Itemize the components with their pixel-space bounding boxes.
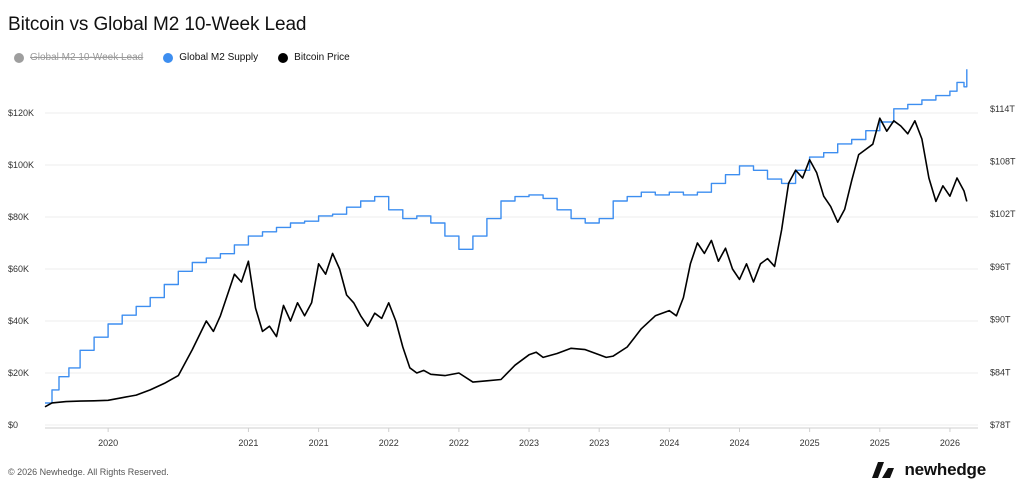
- legend-dot-icon: [163, 52, 174, 63]
- legend: Global M2 10-Week Lead Global M2 Supply …: [14, 52, 370, 63]
- y-left-tick-label: $80K: [8, 212, 29, 222]
- legend-dot-icon: [278, 52, 289, 63]
- y-right-tick-label: $102T: [990, 209, 1016, 219]
- x-tick-label: 2023: [589, 438, 609, 448]
- legend-item-global-m2-supply[interactable]: Global M2 Supply: [163, 52, 258, 63]
- legend-label: Global M2 Supply: [179, 52, 259, 63]
- x-tick-label: 2024: [659, 438, 679, 448]
- x-tick-label: 2023: [519, 438, 539, 448]
- legend-label: Bitcoin Price: [294, 52, 350, 63]
- series-line-global-m2-supply: [45, 69, 968, 404]
- x-tick-label: 2026: [940, 438, 960, 448]
- y-right-tick-label: $108T: [990, 156, 1016, 166]
- x-tick-label: 2021: [309, 438, 329, 448]
- y-left-tick-label: $20K: [8, 368, 29, 378]
- legend-item-bitcoin-price[interactable]: Bitcoin Price: [278, 52, 350, 63]
- x-tick-label: 2025: [870, 438, 890, 448]
- y-left-tick-label: $120K: [8, 108, 34, 118]
- y-left-tick-label: $100K: [8, 160, 34, 170]
- y-right-tick-label: $90T: [990, 315, 1011, 325]
- y-right-tick-label: $78T: [990, 420, 1011, 430]
- y-left-tick-label: $40K: [8, 316, 29, 326]
- newhedge-logo-icon: [872, 462, 895, 478]
- chart-title: Bitcoin vs Global M2 10-Week Lead: [8, 14, 307, 35]
- legend-dot-icon: [14, 52, 24, 63]
- x-tick-label: 2022: [449, 438, 469, 448]
- x-tick-label: 2025: [800, 438, 820, 448]
- brand-name: newhedge: [904, 460, 986, 479]
- copyright-footer: © 2026 Newhedge. All Rights Reserved.: [8, 467, 169, 477]
- y-right-tick-label: $114T: [990, 104, 1015, 114]
- x-tick-label: 2020: [98, 438, 118, 448]
- x-tick-label: 2022: [379, 438, 399, 448]
- y-right-tick-label: $96T: [990, 262, 1011, 272]
- brand-logo[interactable]: newhedge: [872, 460, 986, 480]
- y-left-tick-label: $0: [8, 420, 18, 430]
- series-line-bitcoin-price: [44, 117, 968, 408]
- y-left-tick-label: $60K: [8, 264, 29, 274]
- x-tick-label: 2021: [238, 438, 258, 448]
- x-tick-label: 2024: [729, 438, 749, 448]
- legend-label: Global M2 10-Week Lead: [30, 52, 144, 63]
- legend-item-global-m2-lead[interactable]: Global M2 10-Week Lead: [14, 52, 143, 63]
- y-right-tick-label: $84T: [990, 367, 1011, 377]
